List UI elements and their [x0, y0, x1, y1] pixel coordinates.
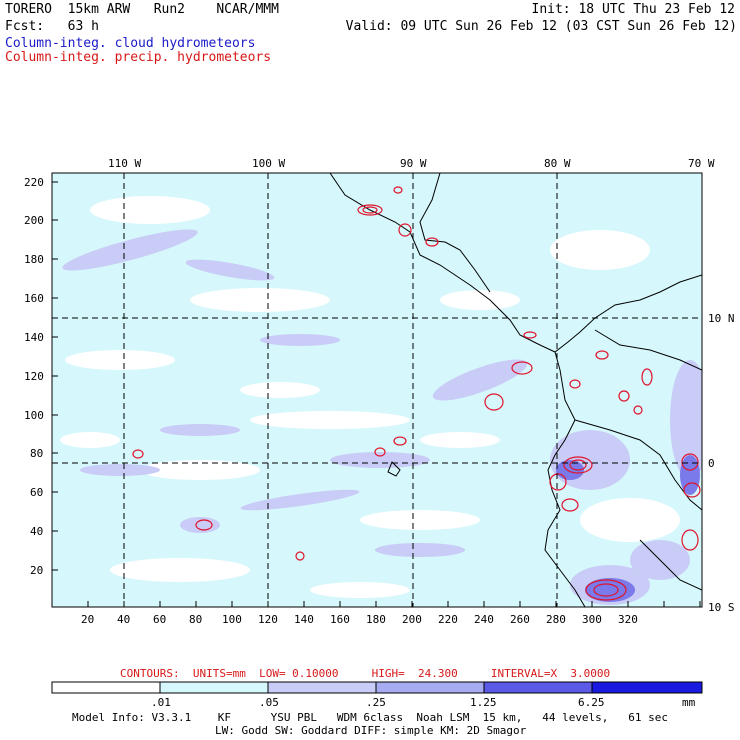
x-tick: 20: [81, 613, 94, 626]
colorbar-bin-2: [159, 681, 269, 694]
colorbar-label: .01: [151, 696, 171, 709]
colorbar-label: .25: [366, 696, 386, 709]
header-title: TORERO 15km ARW Run2 NCAR/MMM: [5, 2, 279, 17]
lon-label-110w: 110 W: [108, 157, 141, 170]
colorbar-bin-1: [51, 681, 161, 694]
colorbar-label: .05: [259, 696, 279, 709]
header-forecast-hour: Fcst: 63 h: [5, 19, 99, 34]
y-tick: 100: [24, 409, 44, 422]
model-info-line1: Model Info: V3.3.1 KF YSU PBL WDM 6class…: [72, 711, 669, 724]
legend-cloud-hydrometeors: Column-integ. cloud hydrometeors: [5, 36, 256, 51]
lat-label-0: 0: [708, 457, 715, 470]
header-init-time: Init: 18 UTC Thu 23 Feb 12: [531, 2, 736, 17]
cloud-bands: [62, 229, 702, 605]
header-valid-time: Valid: 09 UTC Sun 26 Feb 12 (03 CST Sun …: [345, 19, 737, 34]
y-tick: 160: [24, 292, 44, 305]
x-tick: 220: [438, 613, 458, 626]
x-tick: 280: [546, 613, 566, 626]
colorbar-label: 6.25: [578, 696, 605, 709]
legend-precip-hydrometeors: Column-integ. precip. hydrometeors: [5, 50, 272, 65]
x-tick: 140: [294, 613, 314, 626]
x-tick: 100: [222, 613, 242, 626]
colorbar-label: 1.25: [470, 696, 497, 709]
y-tick: 40: [30, 525, 43, 538]
lat-lon-grid: [52, 173, 702, 607]
y-tick: 80: [30, 447, 43, 460]
x-tick: 160: [330, 613, 350, 626]
colorbar-bin-4: [375, 681, 485, 694]
lon-label-70w: 70 W: [688, 157, 715, 170]
lat-label-10n: 10 N: [708, 312, 735, 325]
y-tick: 140: [24, 331, 44, 344]
precip-contours: [132, 186, 701, 601]
lon-label-80w: 80 W: [544, 157, 571, 170]
x-tick: 120: [258, 613, 278, 626]
y-tick: 180: [24, 253, 44, 266]
colorbar-bin-6: [591, 681, 703, 694]
lon-label-100w: 100 W: [252, 157, 285, 170]
y-tick: 220: [24, 176, 44, 189]
lon-label-90w: 90 W: [400, 157, 427, 170]
x-tick: 200: [402, 613, 422, 626]
x-tick: 40: [117, 613, 130, 626]
x-tick: 180: [366, 613, 386, 626]
x-tick: 260: [510, 613, 530, 626]
x-tick: 80: [189, 613, 202, 626]
y-tick: 200: [24, 214, 44, 227]
x-tick: 60: [153, 613, 166, 626]
x-tick: 320: [618, 613, 638, 626]
colorbar-bin-3: [267, 681, 377, 694]
colorbar-unit: mm: [682, 696, 696, 709]
lat-label-10s: 10 S: [708, 601, 735, 614]
hydrometeor-field: [52, 173, 702, 607]
map-frame: [51, 172, 703, 608]
y-tick: 120: [24, 370, 44, 383]
x-tick: 300: [582, 613, 602, 626]
colorbar: [51, 681, 703, 694]
model-info-line2: LW: Godd SW: Goddard DIFF: simple KM: 2D…: [215, 724, 527, 737]
clear-sky-patches: [60, 196, 680, 598]
axis-ticks: [52, 181, 701, 607]
coastlines: [329, 173, 702, 607]
contour-info: CONTOURS: UNITS=mm LOW= 0.10000 HIGH= 24…: [120, 667, 611, 680]
x-tick: 240: [474, 613, 494, 626]
colorbar-bin-5: [483, 681, 593, 694]
y-tick: 60: [30, 486, 43, 499]
y-tick: 20: [30, 564, 43, 577]
